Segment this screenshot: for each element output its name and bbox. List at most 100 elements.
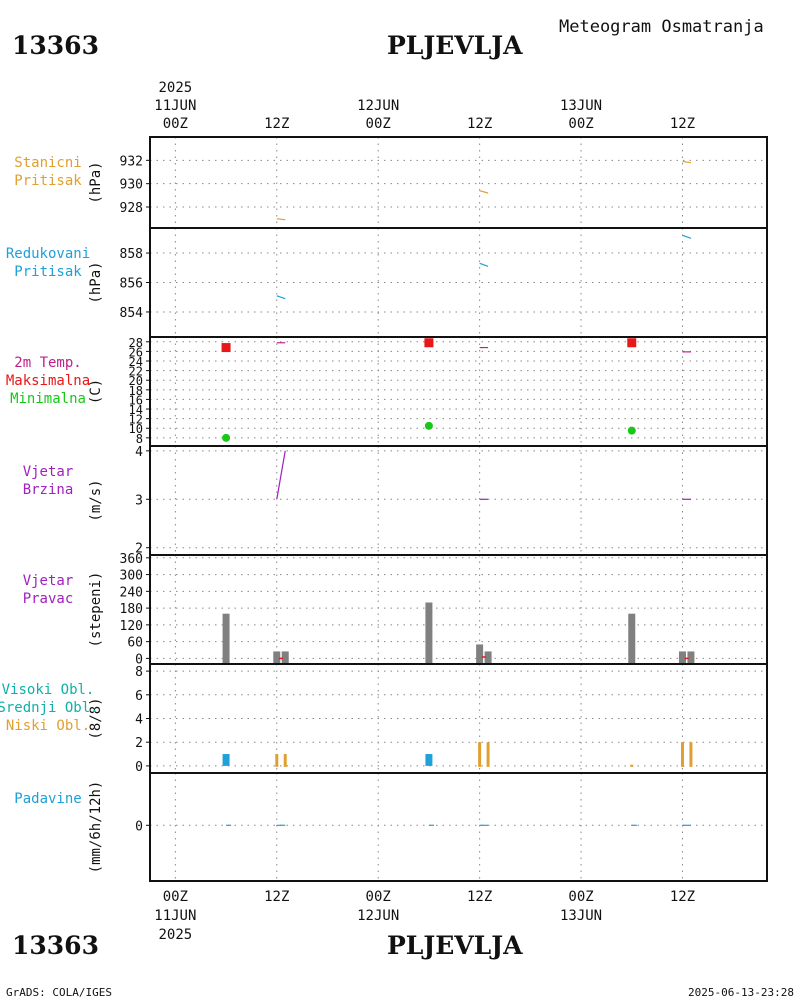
footer-credit: GrADS: COLA/IGES (6, 986, 112, 999)
y-tick-label: 858 (120, 247, 143, 262)
bottom-date-label: 11JUN (154, 908, 196, 924)
y-tick-label: 4 (135, 445, 143, 460)
high-cloud-bar (425, 754, 433, 766)
y-tick-label: 16 (129, 393, 143, 407)
panel-label: Padavine (14, 791, 81, 807)
y-tick-label: 930 (120, 178, 143, 193)
panel-label: Maksimalna (6, 373, 90, 389)
low-cloud-bar (486, 742, 490, 767)
bottom-date-label: 12JUN (357, 908, 399, 924)
bottom-hour-label: 12Z (467, 889, 492, 905)
y-tick-label: 0 (135, 760, 143, 775)
top-date-label: 12JUN (357, 98, 399, 114)
panel-label: Minimalna (10, 391, 86, 407)
max-temp-marker (424, 338, 434, 348)
y-tick-label: 3 (135, 493, 143, 508)
low-cloud-bar (689, 742, 693, 767)
station-name-top: PLJEVLJA (387, 31, 523, 60)
direction-bar (687, 651, 695, 664)
direction-bar (628, 613, 636, 664)
top-hour-label: 00Z (366, 116, 391, 132)
bottom-hour-label: 12Z (670, 889, 695, 905)
y-tick-label: 18 (129, 384, 143, 398)
series-line (479, 262, 489, 267)
series-line (682, 160, 692, 164)
panel-label: 2m Temp. (14, 355, 81, 371)
y-tick-label: 12 (129, 413, 143, 427)
direction-bar (476, 644, 484, 664)
low-cloud-bar (630, 764, 634, 767)
plot-area: 2025 11JUN 00Z 00Z 11JUN 12Z 12Z 12JUN 00Z 00Z 12J… (0, 80, 768, 943)
panel-label: Srednji Obl. (0, 700, 99, 716)
min-temp-marker (222, 433, 231, 442)
y-tick-label: 240 (120, 585, 143, 600)
y-tick-label: 932 (120, 154, 143, 169)
top-hour-label: 12Z (670, 116, 695, 132)
bottom-hour-label: 12Z (264, 889, 289, 905)
min-temp-marker (424, 421, 433, 430)
y-tick-label: 6 (135, 689, 143, 704)
direction-bar (273, 651, 281, 664)
footer-timestamp: 2025-06-13-23:28 (688, 986, 794, 999)
top-year-label: 2025 (158, 80, 192, 96)
y-tick-label: 0 (135, 652, 143, 667)
station-name-bottom: PLJEVLJA (387, 931, 523, 960)
panel-label: Stanicni (14, 155, 81, 171)
y-tick-label: 10 (129, 422, 143, 436)
direction-bar (425, 602, 433, 664)
y-tick-label: 24 (129, 355, 143, 369)
direction-bar (281, 651, 289, 664)
y-tick-label: 8 (135, 665, 143, 680)
max-temp-marker (221, 343, 231, 353)
y-tick-label: 26 (129, 345, 143, 359)
y-tick-label: 2 (135, 542, 143, 557)
top-hour-label: 00Z (568, 116, 593, 132)
panel-label: Visoki Obl. (2, 682, 95, 698)
y-tick-label: 4 (135, 713, 143, 728)
top-hour-label: 12Z (264, 116, 289, 132)
y-tick-label: 8 (136, 432, 143, 446)
direction-bar (678, 651, 686, 664)
low-cloud-bar (478, 742, 482, 767)
top-hour-label: 00Z (163, 116, 188, 132)
y-tick-label: 60 (127, 636, 143, 651)
y-tick-label: 854 (120, 306, 144, 321)
bottom-hour-label: 00Z (568, 889, 593, 905)
station-id-top: 13363 (12, 31, 99, 60)
series-line (479, 190, 489, 194)
y-axis-label: (C) (88, 379, 104, 404)
y-axis-label: (mm/6h/12h) (88, 781, 104, 874)
max-temp-marker (627, 338, 637, 348)
y-tick-label: 180 (120, 602, 143, 617)
y-tick-label: 28 (129, 336, 143, 350)
direction-bar (484, 651, 492, 664)
panel-label: Brzina (23, 482, 74, 498)
station-id-bottom: 13363 (12, 931, 99, 960)
low-cloud-bar (283, 754, 287, 767)
y-tick-label: 120 (120, 619, 143, 634)
series-line (276, 295, 286, 300)
bottom-hour-label: 00Z (163, 889, 188, 905)
y-tick-label: 0 (135, 819, 143, 834)
panel-label: Niski Obl. (6, 718, 90, 734)
y-tick-label: 2 (135, 736, 143, 751)
series-line (682, 234, 692, 239)
top-hour-label: 12Z (467, 116, 492, 132)
y-tick-label: 856 (120, 277, 143, 292)
panel-label: Pritisak (14, 264, 82, 280)
top-date-label: 13JUN (560, 98, 602, 114)
bottom-year-label: 2025 (158, 927, 192, 943)
y-axis-label: (hPa) (88, 261, 104, 303)
series-line (276, 218, 286, 221)
panel-label: Pritisak (14, 173, 82, 189)
product-title: Meteogram Osmatranja (559, 17, 764, 37)
direction-bar (222, 613, 230, 664)
series-line (276, 450, 286, 500)
high-cloud-bar (222, 754, 230, 766)
panel-label: Pravac (23, 591, 74, 607)
y-tick-label: 360 (120, 552, 143, 567)
y-axis-label: (m/s) (88, 479, 104, 521)
low-cloud-bar (680, 742, 684, 767)
panel-label: Vjetar (23, 464, 74, 480)
